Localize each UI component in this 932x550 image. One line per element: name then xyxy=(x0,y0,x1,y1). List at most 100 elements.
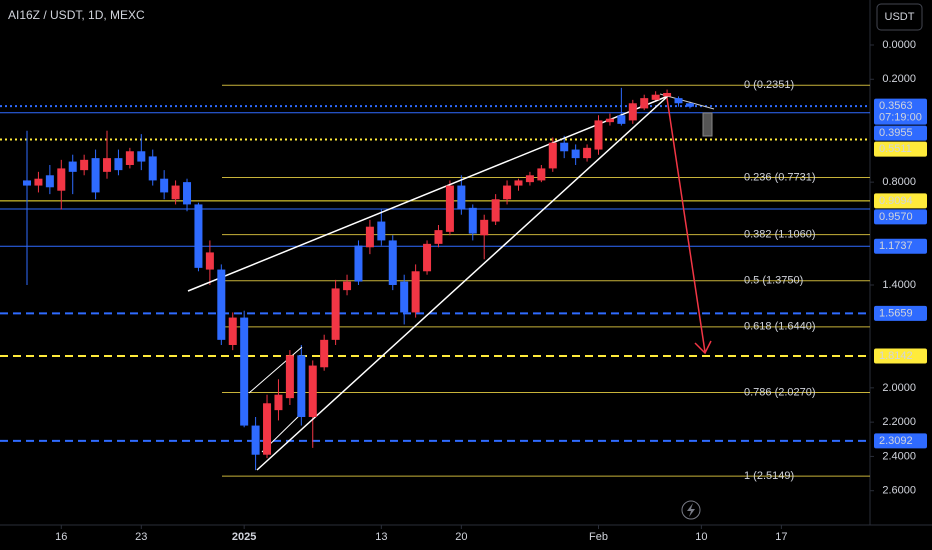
x-tick-label: 17 xyxy=(775,531,787,543)
y-tick-label: 2.2000 xyxy=(882,416,916,428)
candle-body xyxy=(183,182,192,205)
price-label: 0.3563 xyxy=(879,100,913,112)
fib-label: 0.382 (1.1060) xyxy=(744,228,816,240)
candle-body xyxy=(91,158,100,193)
candle-body xyxy=(68,161,77,172)
candle-body xyxy=(23,180,31,186)
candle-body xyxy=(274,394,283,411)
x-tick-label: 10 xyxy=(695,531,707,543)
candle-body xyxy=(251,425,260,455)
candle-body xyxy=(114,158,123,171)
price-label-box xyxy=(874,348,927,364)
candle-body xyxy=(468,207,477,234)
bolt-icon xyxy=(687,503,695,517)
candle-body xyxy=(617,115,626,124)
price-label-box xyxy=(874,141,927,157)
price-label: 0.9570 xyxy=(879,211,913,223)
projection-arrow xyxy=(666,97,706,353)
candle-body xyxy=(103,158,112,172)
candle-body xyxy=(400,281,409,313)
x-tick-label: 13 xyxy=(375,531,387,543)
price-label: 0.5511 xyxy=(879,143,912,155)
currency-button[interactable] xyxy=(876,3,923,31)
fib-label: 0.786 (2.0270) xyxy=(744,386,816,398)
candle-body xyxy=(343,281,352,291)
y-tick-label: 0.0000 xyxy=(882,39,916,51)
wedge-upper xyxy=(187,95,669,292)
price-label: 1.1737 xyxy=(879,240,913,252)
channel-line xyxy=(248,346,303,394)
candle-body xyxy=(560,142,569,152)
candle-body xyxy=(365,226,374,248)
candle-body xyxy=(651,94,660,100)
candle-body xyxy=(537,168,546,181)
alert-icon[interactable] xyxy=(681,500,701,520)
x-tick-label: 23 xyxy=(135,531,147,543)
y-tick-label: 1.4000 xyxy=(882,279,916,291)
x-tick-label: 16 xyxy=(55,531,67,543)
candle-body xyxy=(628,103,637,121)
candle-body xyxy=(457,185,466,210)
price-label-box xyxy=(874,433,927,449)
fib-label: 0.236 (0.7731) xyxy=(744,171,816,183)
candle-body xyxy=(285,355,294,399)
candle-body xyxy=(263,403,272,455)
price-label: 0.3955 xyxy=(879,127,913,139)
y-tick-label: 2.0000 xyxy=(882,382,916,394)
candle-body xyxy=(228,317,237,345)
price-label-box xyxy=(874,193,927,209)
candle-body xyxy=(377,221,386,241)
fib-label: 1 (2.5149) xyxy=(744,470,794,482)
candle-body xyxy=(137,151,146,162)
fib-label: 0.5 (1.3750) xyxy=(744,275,803,287)
x-tick-label: 2025 xyxy=(232,531,256,543)
price-label-box xyxy=(874,125,927,141)
candle-body xyxy=(594,120,603,150)
y-tick-label: 0.8000 xyxy=(882,176,916,188)
candle-body xyxy=(354,245,363,282)
chart-title: AI16Z / USDT, 1D, MEXC xyxy=(8,8,145,22)
y-tick-label: 0.2000 xyxy=(882,73,916,85)
candle-body xyxy=(674,98,683,104)
trend-line xyxy=(659,93,715,110)
candle-body xyxy=(57,168,66,191)
fib-label: 0 (0.2351) xyxy=(744,79,794,91)
candle-body xyxy=(685,103,694,107)
candle-body xyxy=(445,185,454,232)
candle-body xyxy=(34,178,43,186)
x-tick-label: Feb xyxy=(589,531,608,543)
candle-body xyxy=(514,180,523,186)
candle-body xyxy=(80,159,89,171)
candle-body xyxy=(148,156,157,181)
price-label-box xyxy=(874,98,927,125)
candle-body xyxy=(320,339,329,368)
price-label-box xyxy=(874,238,927,254)
candle-body xyxy=(331,288,340,340)
candle-body xyxy=(583,147,592,159)
fib-label: 0.618 (1.6440) xyxy=(744,321,816,333)
drawings xyxy=(187,93,715,520)
live-candle-placeholder xyxy=(702,112,713,137)
wedge-lower xyxy=(256,95,669,471)
candle-body xyxy=(411,271,420,313)
price-label-box xyxy=(874,305,927,321)
price-label-box xyxy=(874,209,927,225)
x-tick-label: 20 xyxy=(455,531,467,543)
price-label: 1.5659 xyxy=(879,307,913,319)
candle-body xyxy=(171,185,180,200)
candle-body xyxy=(194,204,203,268)
candle-body xyxy=(205,252,214,270)
candle-body xyxy=(240,317,249,426)
candle-body xyxy=(548,142,557,169)
candle-body xyxy=(423,243,432,272)
candle-body xyxy=(45,175,54,188)
candle-body xyxy=(605,118,614,123)
candle-body xyxy=(388,240,397,285)
candle-body xyxy=(480,219,489,236)
candle-body xyxy=(503,185,512,200)
candle-body xyxy=(571,149,580,159)
currency-label[interactable]: USDT xyxy=(885,11,915,23)
y-tick-label: 2.4000 xyxy=(882,450,916,462)
